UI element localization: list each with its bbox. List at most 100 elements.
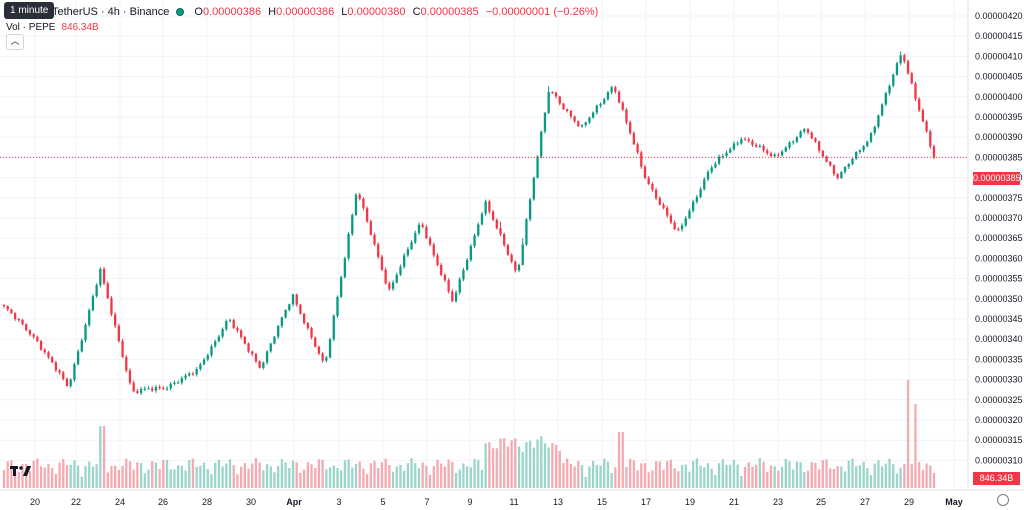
symbol-title[interactable]: TetherUS · 4h · Binance [52, 6, 170, 18]
volume-bar [354, 463, 358, 488]
candle-body [777, 154, 780, 156]
candle-body [532, 177, 535, 200]
candle-body [573, 116, 576, 122]
candle-body [895, 63, 899, 75]
tradingview-logo-icon [10, 466, 31, 476]
volume-bar [217, 459, 221, 488]
volume-bar [410, 458, 413, 488]
volume-bar [473, 458, 476, 488]
candle-body [528, 199, 532, 220]
candle-body [732, 143, 736, 150]
candle-body [788, 142, 791, 148]
candle-body [643, 166, 647, 178]
volume-bar [214, 462, 217, 488]
volume-bar [814, 462, 817, 488]
volume-bar [866, 468, 869, 488]
volume-bar [543, 443, 547, 488]
volume-bar [395, 466, 398, 488]
volume-bar [176, 465, 180, 488]
volume-bar [525, 442, 528, 488]
candle-body [184, 375, 187, 379]
candle-body [199, 364, 202, 370]
market-status-icon[interactable] [176, 8, 185, 16]
candle-body [821, 150, 824, 157]
collapse-legend-button[interactable]: ︿ [6, 34, 24, 50]
volume-bar [2, 470, 6, 488]
volume-bar [51, 468, 54, 488]
candle-body [621, 102, 624, 110]
volume-bar [899, 467, 902, 488]
x-tick-label: 30 [246, 497, 256, 507]
volume-label[interactable]: Vol · PEPE [6, 22, 56, 33]
volume-bar [769, 465, 773, 488]
candle-body [336, 296, 339, 316]
high-label: H [268, 6, 277, 18]
candle-body [829, 161, 832, 166]
candle-body [795, 137, 799, 142]
candle-body [510, 254, 513, 262]
x-tick-label: 17 [641, 497, 651, 507]
x-tick-label: 7 [424, 497, 429, 507]
volume-bar [714, 475, 717, 488]
candle-body [892, 74, 895, 86]
candle-body [206, 355, 209, 360]
volume-bar [869, 475, 873, 488]
volume-bar [80, 476, 83, 488]
volume-bar [884, 463, 887, 488]
candle-body [32, 334, 35, 337]
volume-bar [228, 459, 232, 488]
candle-body [606, 92, 610, 100]
candle-body [110, 298, 113, 315]
volume-bar [740, 476, 743, 488]
candle-body [736, 143, 739, 145]
candle-body [202, 359, 206, 365]
volume-bar [625, 467, 628, 488]
candle-body [862, 146, 865, 151]
volume-bar [173, 469, 176, 488]
volume-bar [273, 472, 276, 488]
volume-bar [658, 461, 661, 488]
x-tick-label: 19 [685, 497, 695, 507]
volume-bar [128, 461, 132, 488]
volume-bar [454, 472, 458, 488]
volume-bar [747, 462, 750, 488]
candle-body [151, 388, 154, 391]
volume-bar [636, 470, 639, 488]
volume-bar [517, 446, 521, 488]
volume-bar [503, 438, 506, 488]
volume-bar [755, 464, 758, 488]
candle-body [76, 351, 80, 365]
y-tick-label: 0.00000420 [975, 11, 1023, 21]
candle-body [265, 351, 269, 363]
candle-body [102, 268, 106, 284]
candle-body [729, 149, 732, 153]
candle-body [384, 269, 387, 284]
candle-body [165, 388, 169, 390]
candle-body [239, 330, 243, 338]
candle-body [662, 204, 665, 208]
candle-body [855, 151, 858, 159]
candle-body [666, 207, 669, 216]
volume-bar [929, 465, 932, 488]
volume-bar [288, 467, 291, 488]
volume-bar [162, 460, 165, 488]
settings-gear-icon[interactable] [997, 494, 1009, 506]
volume-bar [451, 461, 454, 488]
y-tick-label: 0.00000375 [975, 193, 1023, 203]
candle-body [380, 256, 384, 270]
x-tick-label: 9 [467, 497, 472, 507]
candle-body [469, 246, 473, 261]
candle-body [725, 152, 728, 157]
candle-body [506, 245, 510, 255]
candle-body [558, 96, 561, 104]
volume-bar [888, 458, 891, 488]
volume-bar [614, 467, 617, 488]
candle-body [128, 370, 132, 383]
volume-bar [99, 426, 102, 488]
volume-bar [692, 460, 695, 488]
volume-bar [414, 463, 417, 488]
low-value: 0.00000380 [347, 6, 406, 18]
candle-body [428, 238, 432, 245]
